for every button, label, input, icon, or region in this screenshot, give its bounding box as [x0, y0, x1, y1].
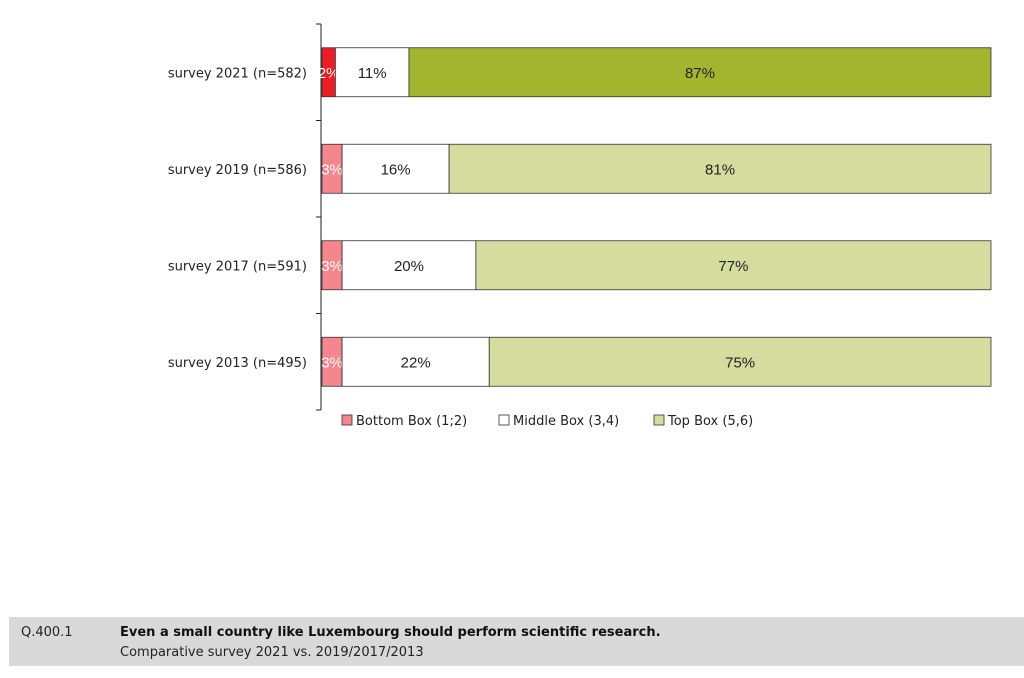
data-label: 3%: [321, 161, 343, 178]
bar-segment: [341, 240, 477, 291]
stacked-bar-chart: 2% 11% 87% 3% 16% 81% 3% 20% 77% 3% 22% 75% survey …: [168, 23, 992, 429]
data-label: 81%: [705, 161, 735, 178]
question-text: Even a small country like Luxembourg sho…: [120, 625, 661, 640]
legend: Bottom Box (1;2) Middle Box (3,4) Top Box …: [341, 414, 753, 429]
question-footer: Q.400.1 Even a small country like Luxemb…: [9, 617, 1024, 666]
data-label: 20%: [394, 258, 424, 275]
data-label: 11%: [358, 65, 387, 82]
question-id: Q.400.1: [21, 625, 73, 640]
bar-segment: [334, 47, 410, 98]
legend-swatch: [653, 414, 665, 426]
category-label: survey 2021 (n=582): [168, 66, 307, 81]
bar-segment: [341, 143, 450, 194]
data-label: 16%: [381, 161, 411, 178]
legend-label: Top Box (5,6): [667, 414, 753, 429]
category-label: survey 2019 (n=586): [168, 163, 307, 178]
data-label: 3%: [321, 354, 343, 371]
bar-segment: [488, 336, 992, 387]
legend-label: Bottom Box (1;2): [356, 414, 467, 429]
data-label: 87%: [685, 65, 715, 82]
category-labels: survey 2021 (n=582) survey 2019 (n=586) su…: [168, 66, 307, 371]
question-subtitle: Comparative survey 2021 vs. 2019/2017/20…: [120, 645, 424, 660]
category-label: survey 2017 (n=591): [168, 259, 307, 274]
legend-label: Middle Box (3,4): [513, 414, 619, 429]
data-label: 3%: [321, 258, 343, 275]
legend-swatch: [341, 414, 353, 426]
bar-segment: [448, 143, 992, 194]
data-label: 2%: [318, 65, 340, 82]
data-label: 22%: [401, 354, 431, 371]
bar-segment: [408, 47, 992, 98]
legend-swatch: [498, 414, 510, 426]
data-label: 75%: [725, 354, 755, 371]
bar-segment: [341, 336, 490, 387]
data-label: 77%: [718, 258, 748, 275]
category-axis: [316, 23, 322, 411]
bars: 2% 11% 87% 3% 16% 81% 3% 20% 77% 3% 22% 75%: [318, 47, 992, 387]
bar-segment: [475, 240, 992, 291]
category-label: survey 2013 (n=495): [168, 356, 307, 371]
